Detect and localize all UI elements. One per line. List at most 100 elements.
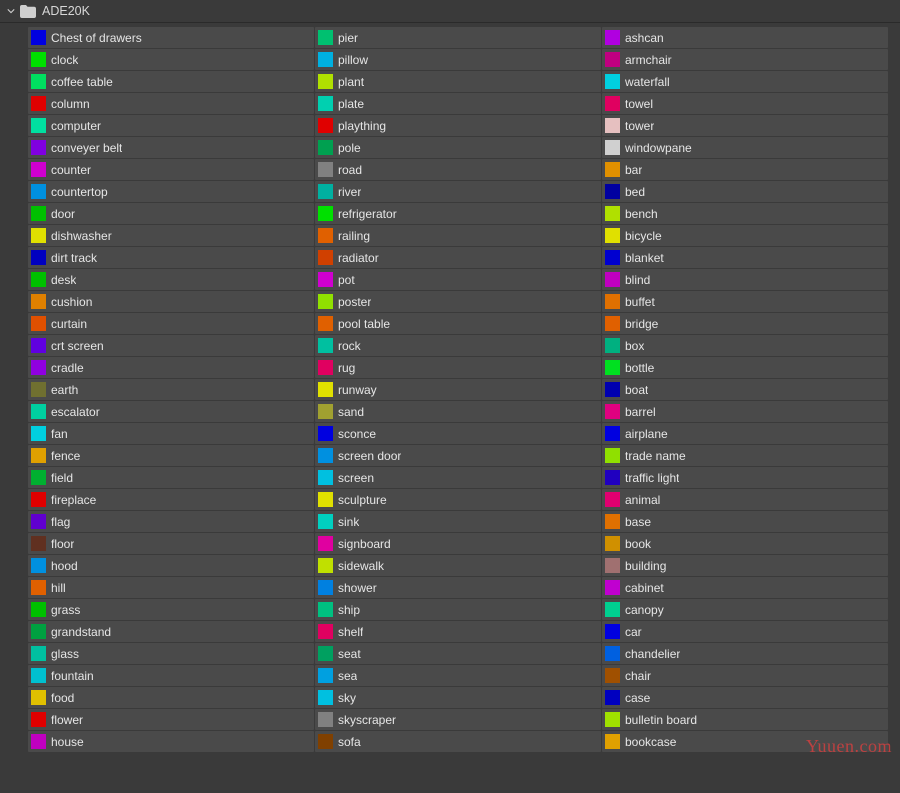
class-item[interactable]: plaything (315, 115, 601, 136)
tree-header[interactable]: ADE20K (0, 0, 900, 23)
class-item[interactable]: hood (28, 555, 314, 576)
class-item[interactable]: hill (28, 577, 314, 598)
class-item[interactable]: canopy (602, 599, 888, 620)
class-item[interactable]: seat (315, 643, 601, 664)
class-item[interactable]: runway (315, 379, 601, 400)
class-item[interactable]: armchair (602, 49, 888, 70)
class-item[interactable]: windowpane (602, 137, 888, 158)
class-item[interactable]: dirt track (28, 247, 314, 268)
class-item[interactable]: flower (28, 709, 314, 730)
class-item[interactable]: computer (28, 115, 314, 136)
class-item[interactable]: bar (602, 159, 888, 180)
class-item[interactable]: field (28, 467, 314, 488)
class-item[interactable]: door (28, 203, 314, 224)
class-item[interactable]: bridge (602, 313, 888, 334)
class-item[interactable]: base (602, 511, 888, 532)
class-item[interactable]: boat (602, 379, 888, 400)
class-item[interactable]: Chest of drawers (28, 27, 314, 48)
class-item[interactable]: sink (315, 511, 601, 532)
class-item[interactable]: crt screen (28, 335, 314, 356)
class-item[interactable]: animal (602, 489, 888, 510)
class-item[interactable]: food (28, 687, 314, 708)
class-item[interactable]: barrel (602, 401, 888, 422)
class-item[interactable]: towel (602, 93, 888, 114)
class-item[interactable]: floor (28, 533, 314, 554)
class-item[interactable]: signboard (315, 533, 601, 554)
class-item[interactable]: sculpture (315, 489, 601, 510)
class-item[interactable]: chandelier (602, 643, 888, 664)
class-item[interactable]: trade name (602, 445, 888, 466)
class-item[interactable]: fence (28, 445, 314, 466)
class-item[interactable]: cushion (28, 291, 314, 312)
class-item[interactable]: counter (28, 159, 314, 180)
class-item[interactable]: sky (315, 687, 601, 708)
class-item[interactable]: rug (315, 357, 601, 378)
class-item[interactable]: conveyer belt (28, 137, 314, 158)
class-item[interactable]: bicycle (602, 225, 888, 246)
class-item[interactable]: shelf (315, 621, 601, 642)
class-item[interactable]: sconce (315, 423, 601, 444)
class-item[interactable]: cradle (28, 357, 314, 378)
class-item[interactable]: radiator (315, 247, 601, 268)
class-item[interactable]: desk (28, 269, 314, 290)
class-item[interactable]: ship (315, 599, 601, 620)
class-item[interactable]: blanket (602, 247, 888, 268)
class-item[interactable]: sand (315, 401, 601, 422)
class-item[interactable]: poster (315, 291, 601, 312)
class-item[interactable]: escalator (28, 401, 314, 422)
class-item[interactable]: cabinet (602, 577, 888, 598)
class-item[interactable]: fan (28, 423, 314, 444)
class-item[interactable]: sidewalk (315, 555, 601, 576)
class-item[interactable]: pier (315, 27, 601, 48)
class-item[interactable]: case (602, 687, 888, 708)
class-item[interactable]: grandstand (28, 621, 314, 642)
class-item[interactable]: airplane (602, 423, 888, 444)
class-item[interactable]: railing (315, 225, 601, 246)
class-item[interactable]: traffic light (602, 467, 888, 488)
class-item[interactable]: bed (602, 181, 888, 202)
class-item[interactable]: fireplace (28, 489, 314, 510)
class-item[interactable]: sea (315, 665, 601, 686)
class-item[interactable]: refrigerator (315, 203, 601, 224)
class-item[interactable]: buffet (602, 291, 888, 312)
class-item[interactable]: screen door (315, 445, 601, 466)
class-item[interactable]: blind (602, 269, 888, 290)
class-item[interactable]: pillow (315, 49, 601, 70)
class-item[interactable]: tower (602, 115, 888, 136)
class-item[interactable]: screen (315, 467, 601, 488)
class-item[interactable]: rock (315, 335, 601, 356)
class-item[interactable]: curtain (28, 313, 314, 334)
class-item[interactable]: glass (28, 643, 314, 664)
class-item[interactable]: box (602, 335, 888, 356)
class-item[interactable]: column (28, 93, 314, 114)
class-item[interactable]: shower (315, 577, 601, 598)
class-item[interactable]: road (315, 159, 601, 180)
class-item[interactable]: sofa (315, 731, 601, 752)
class-item[interactable]: pot (315, 269, 601, 290)
class-item[interactable]: bench (602, 203, 888, 224)
class-item[interactable]: river (315, 181, 601, 202)
class-item[interactable]: flag (28, 511, 314, 532)
class-item[interactable]: book (602, 533, 888, 554)
class-item[interactable]: fountain (28, 665, 314, 686)
class-item[interactable]: ashcan (602, 27, 888, 48)
class-item[interactable]: bottle (602, 357, 888, 378)
class-item[interactable]: grass (28, 599, 314, 620)
class-item[interactable]: building (602, 555, 888, 576)
class-item[interactable]: plate (315, 93, 601, 114)
class-item[interactable]: bookcase (602, 731, 888, 752)
class-item[interactable]: car (602, 621, 888, 642)
class-item[interactable]: bulletin board (602, 709, 888, 730)
class-item[interactable]: waterfall (602, 71, 888, 92)
class-item[interactable]: dishwasher (28, 225, 314, 246)
class-item[interactable]: clock (28, 49, 314, 70)
class-item[interactable]: coffee table (28, 71, 314, 92)
class-item[interactable]: pool table (315, 313, 601, 334)
class-item[interactable]: countertop (28, 181, 314, 202)
class-item[interactable]: pole (315, 137, 601, 158)
class-item[interactable]: skyscraper (315, 709, 601, 730)
class-item[interactable]: plant (315, 71, 601, 92)
class-item[interactable]: chair (602, 665, 888, 686)
class-item[interactable]: house (28, 731, 314, 752)
class-item[interactable]: earth (28, 379, 314, 400)
